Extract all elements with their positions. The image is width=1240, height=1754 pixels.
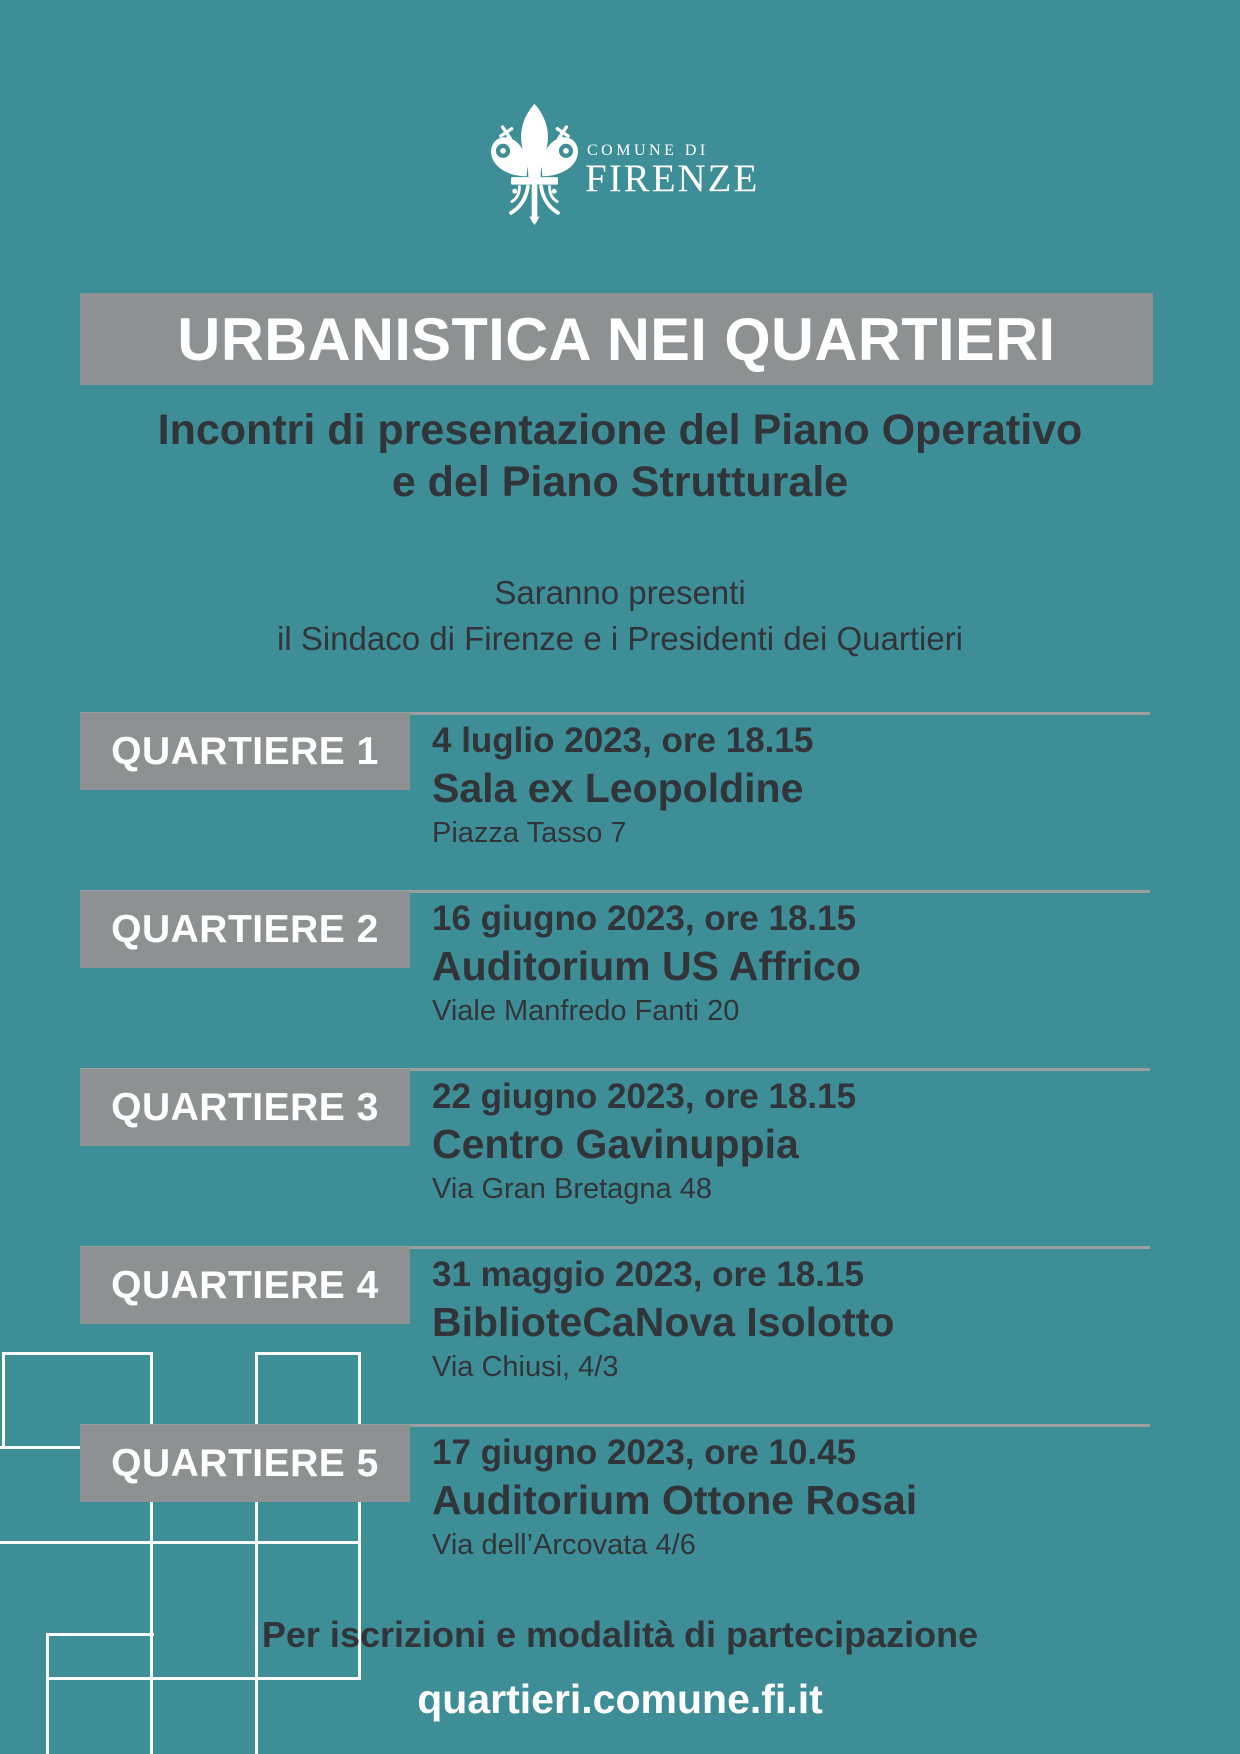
event-row-quartiere-5: QUARTIERE 5 17 giugno 2023, ore 10.45 Au…: [80, 1424, 1150, 1596]
quartiere-4-label-box: QUARTIERE 4: [80, 1247, 410, 1324]
decorative-line: [46, 1633, 154, 1636]
registration-info: Per iscrizioni e modalità di partecipazi…: [261, 1614, 979, 1655]
subtitle: Incontri di presentazione del Piano Oper…: [0, 404, 1240, 508]
quartiere-5-label-box: QUARTIERE 5: [80, 1425, 410, 1502]
event-address: Piazza Tasso 7: [432, 817, 627, 849]
event-date: 31 maggio 2023, ore 18.15: [432, 1255, 864, 1294]
event-details: 16 giugno 2023, ore 18.15 Auditorium US …: [432, 897, 1148, 1031]
decorative-line: [150, 1352, 153, 1754]
event-address: Via Gran Bretagna 48: [432, 1173, 712, 1205]
quartiere-label: QUARTIERE 1: [111, 729, 379, 773]
row-divider: [80, 712, 1150, 715]
quartiere-3-label-box: QUARTIERE 3: [80, 1069, 410, 1146]
presenters-note: Saranno presenti il Sindaco di Firenze e…: [0, 570, 1240, 662]
event-details: 31 maggio 2023, ore 18.15 BiblioteCaNova…: [432, 1253, 1148, 1387]
event-row-quartiere-3: QUARTIERE 3 22 giugno 2023, ore 18.15 Ce…: [80, 1068, 1150, 1240]
event-venue: Auditorium US Affrico: [432, 943, 861, 989]
event-venue: Auditorium Ottone Rosai: [432, 1477, 918, 1523]
logo-text-comune-di: COMUNE DI: [587, 142, 709, 159]
presenters-line-1: Saranno presenti: [494, 574, 746, 611]
quartiere-2-label-box: QUARTIERE 2: [80, 891, 410, 968]
page-title: URBANISTICA NEI QUARTIERI: [177, 305, 1056, 373]
row-divider: [80, 1246, 1150, 1249]
row-divider: [80, 890, 1150, 893]
decorative-line: [46, 1677, 361, 1680]
subtitle-line-1: Incontri di presentazione del Piano Oper…: [157, 406, 1083, 454]
quartiere-label: QUARTIERE 5: [111, 1441, 379, 1485]
decorative-line: [358, 1352, 361, 1680]
subtitle-line-2: e del Piano Strutturale: [391, 458, 849, 506]
florence-lily-icon: [491, 103, 578, 226]
event-venue: BiblioteCaNova Isolotto: [432, 1299, 895, 1345]
decorative-line: [255, 1352, 361, 1355]
decorative-line: [46, 1633, 49, 1754]
event-row-quartiere-1: QUARTIERE 1 4 luglio 2023, ore 18.15 Sal…: [80, 712, 1150, 884]
event-venue: Centro Gavinuppia: [432, 1121, 799, 1167]
event-venue: Sala ex Leopoldine: [432, 765, 804, 811]
title-banner: URBANISTICA NEI QUARTIERI: [80, 293, 1153, 385]
comune-di-firenze-logo: COMUNE DI FIRENZE: [487, 100, 857, 230]
logo-text-firenze: FIRENZE: [585, 157, 760, 200]
event-address: Via dell’Arcovata 4/6: [432, 1529, 696, 1561]
event-date: 17 giugno 2023, ore 10.45: [432, 1433, 857, 1472]
event-details: 4 luglio 2023, ore 18.15 Sala ex Leopold…: [432, 719, 1148, 853]
quartiere-1-label-box: QUARTIERE 1: [80, 713, 410, 790]
presenters-line-2: il Sindaco di Firenze e i Presidenti dei…: [277, 620, 963, 657]
website-url: quartieri.comune.fi.it: [417, 1676, 823, 1722]
event-date: 22 giugno 2023, ore 18.15: [432, 1077, 857, 1116]
row-divider: [80, 1424, 1150, 1427]
decorative-line: [2, 1352, 5, 1449]
event-date: 4 luglio 2023, ore 18.15: [432, 721, 814, 760]
quartiere-label: QUARTIERE 2: [111, 907, 379, 951]
event-row-quartiere-2: QUARTIERE 2 16 giugno 2023, ore 18.15 Au…: [80, 890, 1150, 1062]
event-row-quartiere-4: QUARTIERE 4 31 maggio 2023, ore 18.15 Bi…: [80, 1246, 1150, 1418]
event-details: 17 giugno 2023, ore 10.45 Auditorium Ott…: [432, 1431, 1148, 1565]
decorative-line: [255, 1352, 258, 1754]
event-address: Viale Manfredo Fanti 20: [432, 995, 740, 1027]
quartiere-label: QUARTIERE 3: [111, 1085, 379, 1129]
event-address: Via Chiusi, 4/3: [432, 1351, 619, 1383]
event-date: 16 giugno 2023, ore 18.15: [432, 899, 857, 938]
decorative-line: [2, 1352, 152, 1355]
decorative-line: [0, 1541, 361, 1544]
quartiere-label: QUARTIERE 4: [111, 1263, 379, 1307]
event-details: 22 giugno 2023, ore 18.15 Centro Gavinup…: [432, 1075, 1148, 1209]
row-divider: [80, 1068, 1150, 1071]
